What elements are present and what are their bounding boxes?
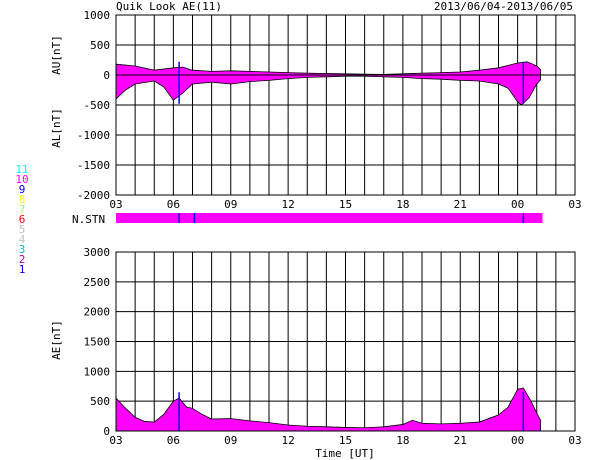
ae-x-tick-label: 18 [396,434,409,447]
ae-axis-label: AE[nT] [50,320,63,360]
station-legend-item: 9 [19,183,26,196]
au-al-x-tick-label: 18 [396,198,409,211]
station-bar [116,213,543,223]
ae-x-tick-label: 15 [339,434,352,447]
ae-x-tick-label: 03 [568,434,581,447]
station-legend-item: 3 [19,243,26,256]
au-al-x-tick-label: 00 [511,198,524,211]
au-axis-label: AU[nT] [50,35,63,75]
au-al-x-tick-label: 09 [224,198,237,211]
ae-y-tick-label: 500 [90,395,110,408]
ae-y-tick-label: 0 [103,425,110,438]
station-legend-item: 11 [15,163,28,176]
station-legend-item: 2 [19,253,26,266]
ae-y-tick-label: 3000 [84,246,111,259]
au-al-y-tick-label: -1000 [77,129,110,142]
station-panel: N.STN [72,213,543,226]
au-al-x-tick-label: 06 [167,198,180,211]
station-legend-item: 8 [19,193,26,206]
au-al-y-tick-label: -1500 [77,159,110,172]
au-al-x-tick-label: 21 [454,198,467,211]
station-label: N.STN [72,213,105,226]
au-al-x-tick-label: 12 [282,198,295,211]
ae-y-tick-label: 1500 [84,336,111,349]
x-axis-label: Time [UT] [315,447,375,460]
ae-y-tick-label: 2000 [84,306,111,319]
station-legend-item: 4 [19,233,26,246]
ae-y-tick-label: 2500 [84,276,111,289]
ae-x-tick-label: 12 [282,434,295,447]
ae-x-tick-label: 21 [454,434,467,447]
date-range: 2013/06/04-2013/06/05 [434,0,573,13]
au-al-x-tick-label: 03 [568,198,581,211]
ae-border [115,251,576,432]
au-al-y-tick-label: -500 [84,99,111,112]
station-legend-item: 6 [19,213,26,226]
ae-x-tick-label: 00 [511,434,524,447]
au-al-x-tick-label: 03 [109,198,122,211]
ae-x-tick-label: 06 [167,434,180,447]
au-al-border [115,14,576,196]
station-legend-item: 1 [19,263,26,276]
al-axis-label: AL[nT] [50,108,63,148]
ae-area [115,387,541,432]
au-al-y-tick-label: 0 [103,69,110,82]
station-legend-item: 5 [19,223,26,236]
ae-x-tick-label: 09 [224,434,237,447]
ae-y-tick-label: 1000 [84,365,111,378]
ae-x-tick-label: 03 [109,434,122,447]
au-al-area [115,61,541,106]
chart-title: Quik Look AE(11) [116,0,222,13]
au-al-y-tick-label: 1000 [84,9,111,22]
au-al-y-tick-label: 500 [90,39,110,52]
station-legend-item: 7 [19,203,26,216]
au-al-x-tick-label: 15 [339,198,352,211]
au-al-y-tick-label: -2000 [77,189,110,202]
station-legend-item: 10 [15,173,28,186]
